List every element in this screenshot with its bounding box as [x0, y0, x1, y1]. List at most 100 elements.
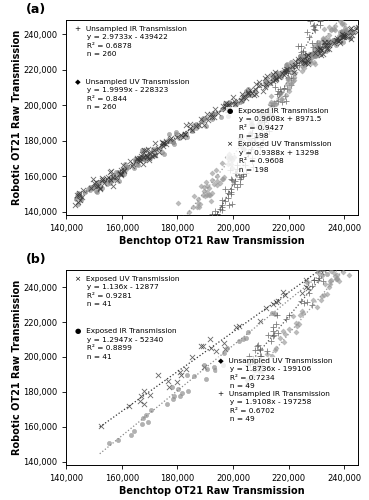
Point — [349, 237, 355, 245]
Point — [315, 50, 321, 58]
Point — [139, 150, 145, 158]
Point — [245, 358, 251, 366]
Point — [219, 159, 225, 167]
Point — [233, 168, 239, 176]
Point — [323, 0, 329, 5]
Point — [331, 0, 337, 2]
Point — [298, 296, 304, 304]
Point — [342, 2, 348, 10]
Point — [232, 177, 238, 185]
Point — [299, 62, 304, 70]
Point — [252, 346, 258, 354]
Point — [136, 154, 142, 162]
Point — [153, 349, 159, 357]
Point — [284, 80, 290, 88]
Text: (b): (b) — [25, 253, 46, 266]
Point — [140, 276, 146, 283]
Point — [320, 0, 325, 6]
Point — [117, 294, 123, 302]
Point — [340, 268, 346, 276]
Point — [278, 88, 284, 96]
Point — [299, 58, 305, 66]
Point — [77, 192, 83, 200]
Point — [161, 139, 167, 147]
Point — [317, 42, 323, 50]
Point — [272, 98, 277, 106]
Point — [161, 140, 166, 147]
Point — [278, 94, 284, 102]
Point — [148, 258, 154, 266]
Point — [169, 299, 175, 307]
Point — [208, 212, 214, 220]
Point — [277, 86, 283, 94]
Point — [165, 235, 171, 243]
Point — [143, 410, 149, 418]
Point — [144, 146, 149, 154]
Point — [292, 61, 298, 69]
Point — [304, 56, 310, 64]
Point — [211, 110, 217, 118]
Point — [215, 108, 221, 116]
Point — [304, 28, 310, 36]
Point — [259, 110, 265, 118]
Point — [272, 346, 278, 354]
Point — [188, 246, 194, 254]
Point — [240, 170, 246, 178]
Point — [205, 116, 211, 124]
Point — [225, 160, 231, 168]
Point — [249, 90, 255, 98]
Point — [120, 390, 126, 398]
Point — [299, 56, 305, 64]
Point — [141, 154, 146, 162]
Point — [305, 50, 311, 58]
Point — [148, 406, 154, 413]
Point — [211, 113, 217, 121]
Point — [257, 352, 263, 360]
Point — [90, 338, 96, 345]
Point — [121, 168, 127, 175]
Point — [313, 52, 319, 60]
Point — [266, 126, 272, 134]
Point — [178, 266, 184, 274]
Point — [261, 112, 266, 120]
Point — [104, 327, 110, 335]
Point — [97, 182, 103, 190]
Point — [131, 360, 137, 368]
Point — [294, 322, 300, 330]
Point — [193, 122, 199, 130]
Point — [184, 270, 190, 278]
Point — [273, 344, 279, 351]
Point — [93, 183, 99, 191]
Point — [256, 82, 262, 90]
Point — [337, 244, 343, 252]
Point — [101, 317, 107, 325]
Point — [273, 74, 279, 82]
Point — [347, 34, 353, 42]
Point — [282, 330, 288, 338]
Point — [198, 182, 204, 190]
Point — [264, 72, 270, 80]
Point — [229, 176, 235, 184]
Point — [167, 135, 173, 143]
Point — [335, 36, 341, 44]
Point — [264, 350, 270, 358]
Point — [148, 149, 154, 157]
Point — [99, 174, 104, 182]
Point — [77, 196, 83, 204]
Point — [183, 268, 189, 276]
Point — [162, 310, 168, 318]
Point — [123, 165, 129, 173]
Point — [267, 100, 273, 108]
Point — [245, 88, 251, 96]
Text: +  Unsampled IR Transmission
     y = 2.9733x - 439422
     R² = 0.6878
     n =: + Unsampled IR Transmission y = 2.9733x … — [75, 26, 187, 58]
Point — [336, 12, 342, 20]
Point — [103, 420, 109, 428]
Point — [254, 342, 260, 350]
Point — [190, 240, 196, 248]
Point — [299, 289, 305, 297]
Point — [170, 138, 176, 146]
Point — [239, 98, 245, 106]
Point — [219, 196, 225, 203]
Point — [336, 32, 342, 40]
Point — [250, 356, 256, 364]
